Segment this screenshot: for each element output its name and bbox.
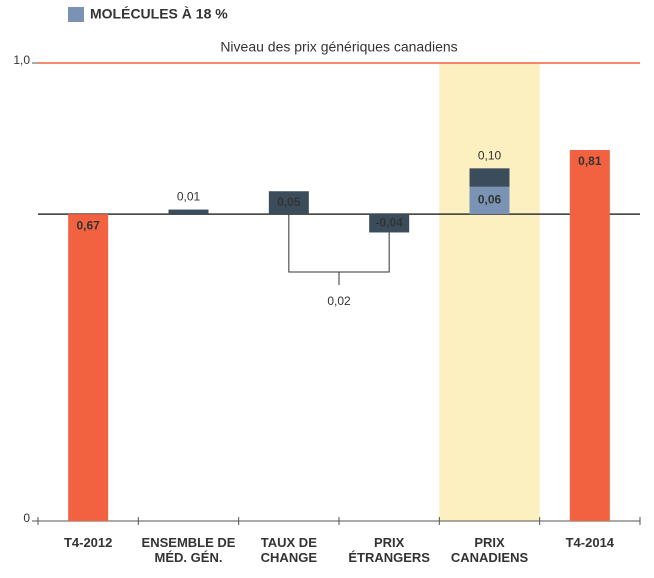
value-label: 0,10 xyxy=(478,149,502,163)
x-tick-label: PRIX ÉTRANGERS xyxy=(348,535,430,565)
value-label: 0,67 xyxy=(76,218,100,232)
bar xyxy=(168,209,209,215)
value-label: 0,81 xyxy=(578,154,602,168)
highlight-band xyxy=(439,63,540,521)
bracket-label: 0,02 xyxy=(327,294,351,308)
x-tick-label: T4-2014 xyxy=(565,535,615,550)
value-label: 0,06 xyxy=(478,193,502,207)
bar xyxy=(569,150,610,521)
bar xyxy=(68,214,109,521)
legend-label: MOLÉCULES À 18 % xyxy=(90,6,228,22)
y-tick-label: 0 xyxy=(23,511,30,525)
bracket xyxy=(288,214,390,285)
bar xyxy=(268,191,309,215)
x-tick-label: ENSEMBLE DE MÉD. GÉN. xyxy=(141,535,236,565)
value-label: -0,04 xyxy=(375,215,403,229)
bar-segment xyxy=(469,186,510,215)
x-tick-label: PRIX CANADIENS xyxy=(450,535,529,565)
reference-label: Niveau des prix génériques canadiens xyxy=(220,39,457,55)
x-tick-label: TAUX DE CHANGE xyxy=(260,535,317,565)
value-label: 0,05 xyxy=(277,195,301,209)
legend-swatch xyxy=(68,7,84,22)
bar xyxy=(369,214,410,233)
y-tick-label: 1,0 xyxy=(13,53,30,67)
x-tick-label: T4-2012 xyxy=(63,535,113,550)
value-label: 0,01 xyxy=(177,190,201,204)
